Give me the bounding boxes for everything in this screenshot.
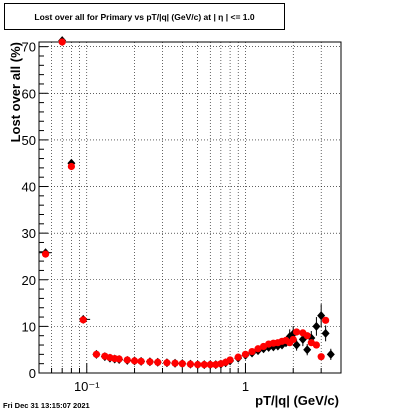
data-point-circle bbox=[322, 316, 330, 324]
data-point-circle bbox=[115, 355, 123, 363]
data-point-circle bbox=[248, 347, 256, 356]
data-point-circle bbox=[234, 353, 242, 361]
data-point-circle bbox=[186, 360, 195, 368]
grid-layer bbox=[38, 42, 342, 373]
data-point-circle bbox=[289, 335, 297, 344]
plot-frame bbox=[38, 41, 342, 374]
data-point-circle bbox=[241, 350, 250, 358]
data-point-circle bbox=[163, 359, 171, 367]
data-point-circle bbox=[41, 250, 50, 258]
y-tick-label: 20 bbox=[22, 273, 36, 288]
data-point-circle bbox=[178, 360, 186, 368]
data-point-circle bbox=[206, 361, 214, 369]
chart-title: Lost over all for Primary vs pT/|q| (GeV… bbox=[34, 11, 255, 22]
data-point-circle bbox=[312, 341, 321, 349]
y-tick-label: 10 bbox=[22, 319, 36, 334]
data-point-circle bbox=[154, 358, 162, 366]
x-tick-label: 1 bbox=[242, 379, 249, 394]
data-point-diamond bbox=[326, 349, 335, 359]
data-point-circle bbox=[146, 358, 154, 366]
y-tick-label: 70 bbox=[22, 40, 36, 55]
chart-title-box: Lost over all for Primary vs pT/|q| (GeV… bbox=[4, 3, 285, 30]
y-tick-label: 30 bbox=[22, 226, 36, 241]
x-tick-label: 10⁻¹ bbox=[74, 379, 100, 394]
data-point-circle bbox=[79, 316, 87, 324]
data-point-diamond bbox=[292, 340, 301, 350]
data-point-circle bbox=[303, 332, 311, 340]
data-point-diamond bbox=[303, 345, 312, 355]
data-point-circle bbox=[200, 361, 208, 369]
data-point-diamond bbox=[312, 321, 321, 331]
marker-layer bbox=[41, 36, 335, 370]
data-point-circle bbox=[67, 162, 75, 171]
y-tick-label: 50 bbox=[22, 133, 36, 148]
data-point-circle bbox=[58, 38, 66, 46]
data-point-circle bbox=[292, 328, 301, 336]
tick-label-layer: 0 10 20 30 40 50 60 70 10⁻¹ 1 bbox=[22, 40, 250, 394]
data-point-circle bbox=[317, 353, 325, 361]
data-point-circle bbox=[130, 357, 139, 365]
timestamp: Fri Dec 31 13:15:07 2021 bbox=[3, 401, 90, 410]
y-tick-label: 40 bbox=[22, 180, 36, 195]
tick-layer bbox=[38, 46, 342, 374]
data-point-diamond bbox=[321, 328, 330, 338]
y-tick-label: 60 bbox=[22, 86, 36, 101]
data-point-circle bbox=[137, 357, 145, 365]
x-axis-label: pT/|q| (GeV/c) bbox=[255, 393, 339, 408]
data-point-circle bbox=[226, 356, 234, 364]
y-axis-label: Lost over all (%) bbox=[8, 42, 23, 142]
data-point-circle bbox=[92, 350, 101, 358]
data-point-circle bbox=[254, 345, 262, 353]
data-point-circle bbox=[194, 361, 202, 369]
data-point-circle bbox=[123, 356, 131, 364]
y-tick-label: 0 bbox=[29, 366, 36, 381]
data-point-circle bbox=[171, 359, 179, 367]
